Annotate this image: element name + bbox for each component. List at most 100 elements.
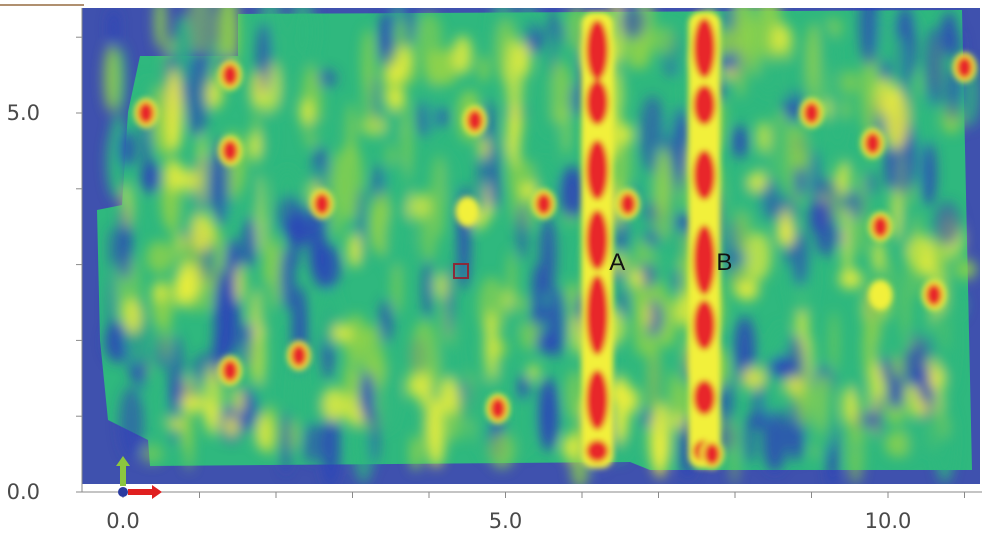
intensity-streak <box>830 310 838 374</box>
intensity-highlight <box>627 269 646 287</box>
intensity-streak <box>518 374 529 401</box>
intensity-streak <box>226 200 243 222</box>
y-direction-arrow <box>116 456 130 486</box>
intensity-streak <box>815 374 826 432</box>
hot-spot <box>489 397 506 420</box>
intensity-streak <box>108 271 115 349</box>
intensity-streak <box>791 228 809 287</box>
intensity-streak <box>922 411 943 456</box>
intensity-streak <box>184 49 210 137</box>
peak-label-b: B <box>716 249 732 276</box>
intensity-streak <box>809 198 827 235</box>
intensity-highlight <box>907 385 920 402</box>
intensity-streak <box>121 184 134 230</box>
intensity-streak <box>948 310 955 392</box>
intensity-streak <box>832 91 843 149</box>
intensity-streak <box>489 431 515 469</box>
intensity-streak <box>715 27 737 58</box>
hot-spot <box>704 443 720 466</box>
intensity-streak <box>562 107 570 156</box>
intensity-streak <box>771 24 791 54</box>
intensity-streak <box>385 158 411 221</box>
intensity-streak <box>379 299 393 344</box>
intensity-streak <box>276 195 302 236</box>
intensity-streak <box>839 70 859 96</box>
intensity-streak <box>762 409 787 473</box>
intensity-highlight <box>625 387 640 414</box>
intensity-streak <box>116 46 127 114</box>
intensity-highlight <box>561 434 581 460</box>
selection-marker[interactable] <box>453 263 469 279</box>
intensity-streak <box>478 55 489 83</box>
intensity-streak <box>516 8 539 39</box>
intensity-streak <box>146 240 173 274</box>
intensity-streak <box>806 22 819 97</box>
intensity-streak <box>359 371 375 423</box>
hot-spot <box>290 344 307 367</box>
x-direction-arrow <box>128 485 162 499</box>
intensity-streak <box>773 117 791 198</box>
peak-column-segment <box>586 370 609 430</box>
intensity-streak <box>281 411 291 475</box>
peak-column-segment <box>586 20 609 80</box>
intensity-streak <box>874 393 882 439</box>
intensity-streak <box>878 356 895 382</box>
intensity-streak <box>140 443 164 464</box>
intensity-highlight <box>398 45 414 70</box>
hot-spot <box>313 193 330 215</box>
intensity-highlight <box>676 292 691 326</box>
intensity-highlight <box>478 136 490 160</box>
intensity-streak <box>610 252 627 276</box>
intensity-streak <box>433 272 450 300</box>
intensity-streak <box>166 68 183 153</box>
intensity-streak <box>921 141 936 207</box>
intensity-streak <box>507 102 520 168</box>
intensity-streak <box>550 28 561 58</box>
intensity-streak <box>243 216 257 268</box>
intensity-streak <box>197 132 207 208</box>
intensity-highlight <box>672 412 684 431</box>
intensity-streak <box>437 336 462 396</box>
intensity-streak <box>910 91 931 117</box>
origin-axis-gizmo <box>116 456 162 499</box>
intensity-streak <box>223 275 232 355</box>
intensity-streak <box>378 111 404 140</box>
intensity-streak <box>885 137 896 192</box>
intensity-highlight <box>722 67 737 81</box>
intensity-streak <box>520 321 540 351</box>
intensity-streak <box>517 202 528 261</box>
intensity-highlight <box>735 279 760 301</box>
intensity-streak <box>187 8 214 60</box>
intensity-streak <box>288 8 317 66</box>
intensity-streak <box>280 246 295 311</box>
intensity-streak <box>924 26 944 108</box>
intensity-highlight <box>439 377 460 415</box>
intensity-streak <box>745 231 772 281</box>
intensity-streak <box>651 26 675 54</box>
intensity-highlight <box>842 386 856 425</box>
intensity-highlight <box>517 41 531 77</box>
hot-spot <box>137 102 154 124</box>
intensity-streak <box>370 409 379 466</box>
intensity-highlight <box>322 387 345 423</box>
intensity-highlight <box>571 316 584 355</box>
intensity-streak <box>911 215 924 300</box>
hot-spot <box>222 64 239 87</box>
intensity-streak <box>945 69 961 122</box>
intensity-streak <box>502 289 513 312</box>
intensity-highlight <box>123 297 142 334</box>
intensity-highlight <box>407 374 418 398</box>
intensity-streak <box>933 233 945 282</box>
intensity-streak <box>843 206 851 274</box>
intensity-streak <box>617 124 634 145</box>
intensity-streak <box>410 319 439 396</box>
intensity-streak <box>887 374 904 410</box>
intensity-streak <box>730 419 739 484</box>
intensity-highlight <box>248 131 261 161</box>
intensity-streak <box>647 334 660 420</box>
intensity-highlight <box>386 88 406 110</box>
intensity-highlight <box>234 264 245 303</box>
intensity-streak <box>522 389 530 457</box>
intensity-highlight <box>873 238 884 274</box>
